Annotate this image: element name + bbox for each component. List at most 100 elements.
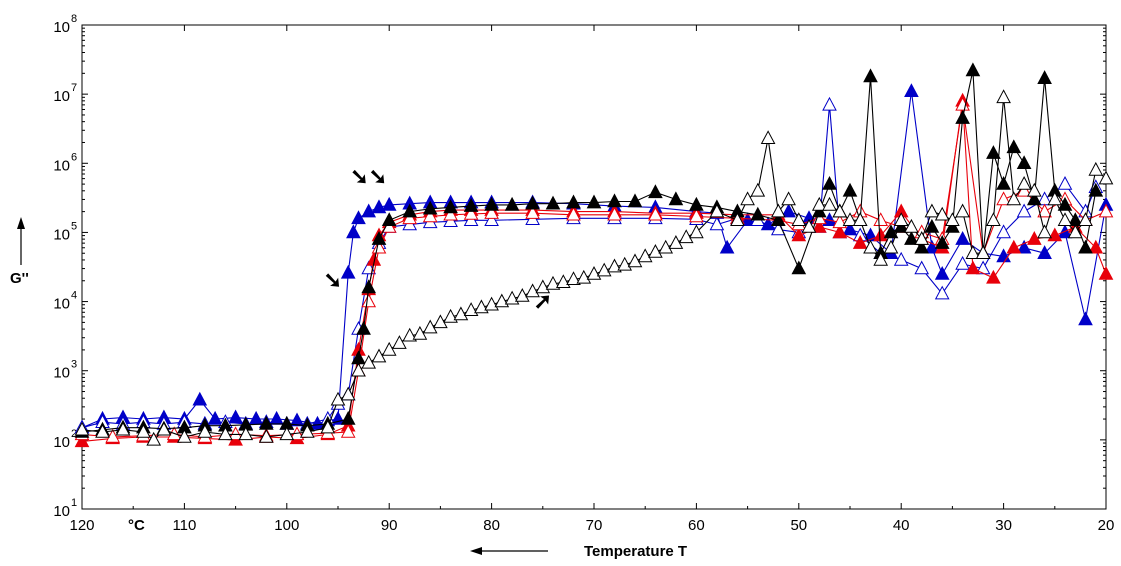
x-tick-label: 80 [483,517,500,534]
data-point [709,216,725,231]
data-point [340,423,356,438]
data-point [637,248,653,263]
data-point [402,203,418,218]
data-point [156,421,172,436]
data-point [668,191,684,206]
y-axis-label: G'' [10,270,29,287]
data-point [463,198,479,212]
data-point [996,89,1011,104]
data-point [1026,191,1042,206]
data-point [494,293,510,308]
data-point [996,191,1011,206]
data-point [279,426,295,441]
data-point [893,212,909,226]
y-tick-base: 10 [53,157,70,174]
data-point [965,260,981,275]
data-point [975,245,991,259]
data-point [484,196,499,211]
data-point [1078,212,1093,226]
data-point [842,212,858,226]
data-point [709,203,725,218]
series-5 [74,89,1114,446]
data-point [1057,176,1073,190]
data-point [356,321,371,335]
data-point [832,203,848,218]
data-point [832,224,848,239]
data-point [207,410,223,425]
data-point [484,205,499,219]
data-point [463,205,479,220]
y-tick-exponent: 2 [71,428,77,440]
data-point [228,409,243,424]
data-point [934,285,950,300]
data-point [934,235,950,249]
data-point [402,327,418,342]
x-direction-arrow [470,547,548,555]
y-tick-exponent: 5 [71,220,77,232]
data-point [525,283,540,298]
y-direction-arrow [17,217,25,265]
data-point [586,194,602,209]
data-point [842,221,858,236]
data-point [1006,139,1022,154]
data-point [904,83,919,97]
series-layer [74,62,1114,448]
data-point [1016,203,1032,218]
y-tick-exponent: 1 [71,497,77,509]
data-point [525,195,540,210]
data-point [986,269,1001,284]
data-point [402,210,418,225]
data-point [504,196,520,211]
data-point [924,239,940,254]
data-point [955,203,970,218]
data-point [852,235,868,249]
data-point [852,212,868,226]
data-point [586,266,602,280]
data-point [146,431,162,446]
data-point [351,210,366,225]
data-point [299,423,315,438]
data-point [689,224,704,239]
y-tick-base: 10 [53,19,70,36]
data-point [443,308,458,323]
data-point [914,260,930,275]
data-point [822,196,837,211]
data-point [904,218,919,233]
data-point [340,264,356,279]
data-point [934,266,950,280]
data-point [965,245,981,259]
data-point [392,335,407,349]
y-tick-exponent: 6 [71,151,77,163]
data-point [627,253,643,268]
data-point [371,348,387,363]
data-point [791,260,807,275]
x-axis-label: Temperature T [584,543,687,560]
data-point [484,212,499,226]
data-point [822,176,837,190]
data-point [596,262,612,277]
data-point [1088,182,1104,197]
y-tick-exponent: 4 [71,290,77,302]
data-point [1016,239,1032,254]
data-point [924,203,940,218]
data-point [648,184,663,199]
data-point [1078,239,1093,254]
data-point [668,235,684,249]
data-point [443,199,458,214]
data-point [576,269,592,284]
data-point [904,231,919,245]
data-point [545,195,561,210]
x-tick-label: 30 [995,517,1012,534]
annotation-layer: ➘➘➘➚ [324,164,552,313]
data-point [74,433,90,448]
data-point [1006,239,1022,254]
data-point [1057,196,1073,211]
data-point [842,182,858,197]
data-point [893,251,909,266]
data-point [996,224,1011,239]
data-point [934,206,950,221]
series-1 [74,96,1104,434]
x-tick-label: 20 [1098,517,1115,534]
data-point [381,341,397,356]
